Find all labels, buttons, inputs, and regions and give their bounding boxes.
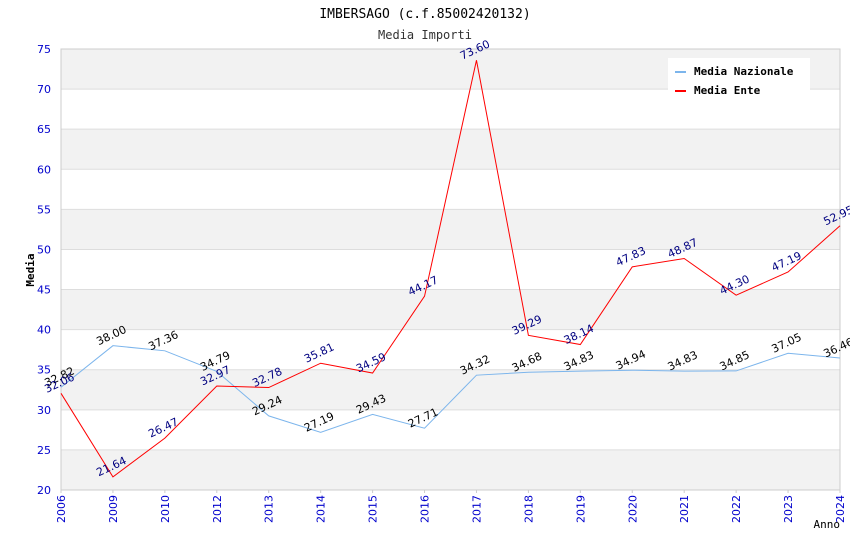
- x-tick-label: 2014: [315, 495, 328, 523]
- data-label-media-nazionale: 37.36: [146, 328, 180, 353]
- y-tick-label: 30: [37, 404, 51, 417]
- data-label-media-ente: 26.47: [146, 415, 180, 440]
- y-tick-label: 45: [37, 284, 51, 297]
- x-tick-label: 2018: [522, 495, 535, 523]
- y-tick-label: 65: [37, 123, 51, 136]
- chart-subtitle: Media Importi: [378, 28, 472, 42]
- x-tick-label: 2009: [107, 495, 120, 523]
- series-line-media-ente: [60, 60, 841, 478]
- x-tick-label: 2019: [574, 495, 587, 523]
- x-axis-ticks: 2006 2009 2010 2012 2013 2014 2015 2016 2017 2018…: [55, 490, 847, 523]
- legend-label-media-nazionale: Media Nazionale: [694, 65, 794, 78]
- x-tick-label: 2024: [834, 495, 847, 523]
- data-label-media-nazionale: 34.94: [614, 347, 648, 372]
- x-tick-label: 2010: [159, 495, 172, 523]
- y-tick-label: 20: [37, 484, 51, 497]
- x-tick-label: 2015: [367, 495, 380, 523]
- band-40: [61, 289, 840, 330]
- x-tick-label: 2006: [55, 495, 68, 523]
- x-tick-label: 2022: [730, 495, 743, 523]
- data-label-media-nazionale: 36.46: [821, 335, 850, 360]
- x-axis-label: Anno: [814, 518, 841, 531]
- band-50: [61, 209, 840, 250]
- series-line-media-nazionale: [60, 345, 841, 433]
- data-label-media-nazionale: 27.19: [302, 410, 336, 435]
- y-tick-label: 40: [37, 324, 51, 337]
- chart-title: IMBERSAGO (c.f.85002420132): [319, 7, 530, 22]
- band-30: [61, 369, 840, 410]
- y-axis-ticks: 20 25 30 35 40 45 50 55 60 65 70 75: [37, 43, 51, 497]
- x-tick-label: 2020: [626, 495, 639, 523]
- legend-box: [668, 58, 810, 102]
- y-tick-label: 25: [37, 444, 51, 457]
- x-tick-label: 2016: [419, 495, 432, 523]
- data-label-media-ente: 47.19: [770, 249, 804, 274]
- data-label-media-ente: 35.81: [302, 341, 336, 366]
- y-tick-label: 35: [37, 364, 51, 377]
- y-tick-label: 55: [37, 203, 51, 216]
- y-axis-label: Media: [24, 253, 37, 286]
- x-tick-label: 2021: [678, 495, 691, 523]
- series-group: [60, 60, 841, 478]
- x-tick-label: 2023: [782, 495, 795, 523]
- data-label-media-nazionale: 37.05: [770, 331, 804, 356]
- legend: Media Nazionale Media Ente: [668, 58, 810, 102]
- band-20: [61, 449, 840, 490]
- x-tick-label: 2013: [263, 495, 276, 523]
- legend-label-media-ente: Media Ente: [694, 84, 761, 97]
- band-60: [61, 129, 840, 170]
- x-tick-label: 2012: [211, 495, 224, 523]
- y-tick-label: 75: [37, 43, 51, 56]
- x-tick-label: 2017: [470, 495, 483, 523]
- y-tick-label: 70: [37, 83, 51, 96]
- y-tick-label: 50: [37, 243, 51, 256]
- y-tick-label: 60: [37, 163, 51, 176]
- plot-frame: [60, 48, 841, 491]
